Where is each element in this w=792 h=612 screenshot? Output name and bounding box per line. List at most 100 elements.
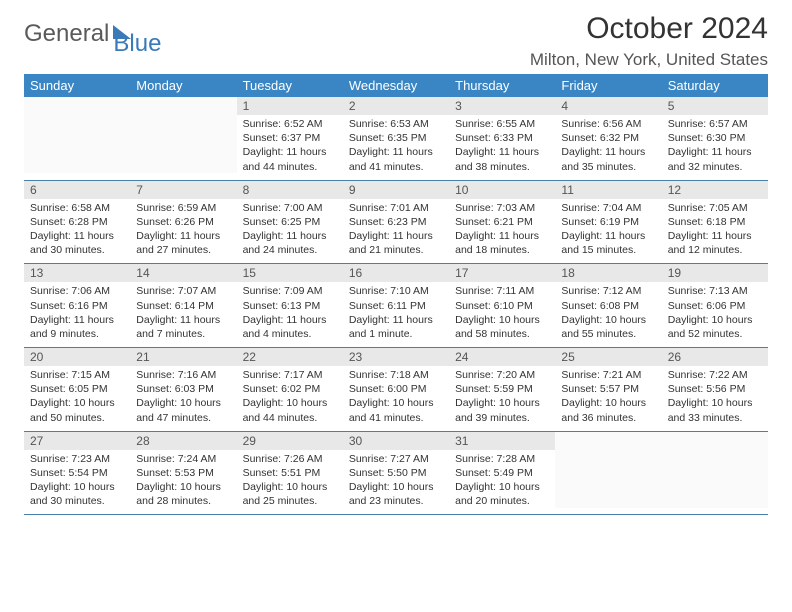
day-details: Sunrise: 7:26 AMSunset: 5:51 PMDaylight:… xyxy=(237,450,343,515)
calendar-day-cell: 16Sunrise: 7:10 AMSunset: 6:11 PMDayligh… xyxy=(343,264,449,348)
weekday-header: Monday xyxy=(130,74,236,97)
day-details: Sunrise: 7:07 AMSunset: 6:14 PMDaylight:… xyxy=(130,282,236,347)
daylight-text: Daylight: 11 hours and 7 minutes. xyxy=(136,313,230,341)
day-number: 23 xyxy=(343,348,449,366)
day-number: 5 xyxy=(662,97,768,115)
day-number: 9 xyxy=(343,181,449,199)
calendar-day-cell: 12Sunrise: 7:05 AMSunset: 6:18 PMDayligh… xyxy=(662,180,768,264)
daylight-text: Daylight: 11 hours and 1 minute. xyxy=(349,313,443,341)
weekday-header: Saturday xyxy=(662,74,768,97)
sunrise-text: Sunrise: 7:15 AM xyxy=(30,368,124,382)
calendar-day-cell: 21Sunrise: 7:16 AMSunset: 6:03 PMDayligh… xyxy=(130,348,236,432)
day-number: 12 xyxy=(662,181,768,199)
daylight-text: Daylight: 10 hours and 52 minutes. xyxy=(668,313,762,341)
sunrise-text: Sunrise: 7:21 AM xyxy=(561,368,655,382)
sunrise-text: Sunrise: 6:58 AM xyxy=(30,201,124,215)
calendar-day-cell: 20Sunrise: 7:15 AMSunset: 6:05 PMDayligh… xyxy=(24,348,130,432)
calendar-day-cell: 5Sunrise: 6:57 AMSunset: 6:30 PMDaylight… xyxy=(662,97,768,180)
calendar-week-row: 13Sunrise: 7:06 AMSunset: 6:16 PMDayligh… xyxy=(24,264,768,348)
sunrise-text: Sunrise: 7:18 AM xyxy=(349,368,443,382)
sunset-text: Sunset: 5:54 PM xyxy=(30,466,124,480)
sunrise-text: Sunrise: 7:22 AM xyxy=(668,368,762,382)
calendar-day-cell: 28Sunrise: 7:24 AMSunset: 5:53 PMDayligh… xyxy=(130,431,236,515)
daylight-text: Daylight: 11 hours and 32 minutes. xyxy=(668,145,762,173)
day-number: 17 xyxy=(449,264,555,282)
day-number: 28 xyxy=(130,432,236,450)
sunrise-text: Sunrise: 7:09 AM xyxy=(243,284,337,298)
sunset-text: Sunset: 5:53 PM xyxy=(136,466,230,480)
sunset-text: Sunset: 6:26 PM xyxy=(136,215,230,229)
sunrise-text: Sunrise: 6:59 AM xyxy=(136,201,230,215)
day-details: Sunrise: 7:06 AMSunset: 6:16 PMDaylight:… xyxy=(24,282,130,347)
day-number: 21 xyxy=(130,348,236,366)
sunrise-text: Sunrise: 7:10 AM xyxy=(349,284,443,298)
sunset-text: Sunset: 6:33 PM xyxy=(455,131,549,145)
sunrise-text: Sunrise: 6:56 AM xyxy=(561,117,655,131)
day-details: Sunrise: 7:05 AMSunset: 6:18 PMDaylight:… xyxy=(662,199,768,264)
day-details: Sunrise: 6:59 AMSunset: 6:26 PMDaylight:… xyxy=(130,199,236,264)
sunrise-text: Sunrise: 7:04 AM xyxy=(561,201,655,215)
calendar-day-cell: 4Sunrise: 6:56 AMSunset: 6:32 PMDaylight… xyxy=(555,97,661,180)
day-number xyxy=(24,97,130,115)
day-number: 31 xyxy=(449,432,555,450)
sunset-text: Sunset: 5:59 PM xyxy=(455,382,549,396)
sunset-text: Sunset: 6:02 PM xyxy=(243,382,337,396)
daylight-text: Daylight: 10 hours and 44 minutes. xyxy=(243,396,337,424)
day-details: Sunrise: 6:52 AMSunset: 6:37 PMDaylight:… xyxy=(237,115,343,180)
sunrise-text: Sunrise: 7:01 AM xyxy=(349,201,443,215)
calendar-day-cell xyxy=(662,431,768,515)
day-details: Sunrise: 7:12 AMSunset: 6:08 PMDaylight:… xyxy=(555,282,661,347)
sunset-text: Sunset: 6:37 PM xyxy=(243,131,337,145)
calendar-week-row: 27Sunrise: 7:23 AMSunset: 5:54 PMDayligh… xyxy=(24,431,768,515)
sunset-text: Sunset: 6:05 PM xyxy=(30,382,124,396)
calendar-page: General Blue October 2024 Milton, New Yo… xyxy=(0,0,792,527)
calendar-day-cell: 26Sunrise: 7:22 AMSunset: 5:56 PMDayligh… xyxy=(662,348,768,432)
daylight-text: Daylight: 10 hours and 41 minutes. xyxy=(349,396,443,424)
sunset-text: Sunset: 6:16 PM xyxy=(30,299,124,313)
day-details: Sunrise: 6:57 AMSunset: 6:30 PMDaylight:… xyxy=(662,115,768,180)
day-number: 7 xyxy=(130,181,236,199)
calendar-day-cell: 14Sunrise: 7:07 AMSunset: 6:14 PMDayligh… xyxy=(130,264,236,348)
day-number: 2 xyxy=(343,97,449,115)
calendar-day-cell: 31Sunrise: 7:28 AMSunset: 5:49 PMDayligh… xyxy=(449,431,555,515)
day-details: Sunrise: 7:09 AMSunset: 6:13 PMDaylight:… xyxy=(237,282,343,347)
sunset-text: Sunset: 6:35 PM xyxy=(349,131,443,145)
daylight-text: Daylight: 10 hours and 23 minutes. xyxy=(349,480,443,508)
day-details: Sunrise: 7:23 AMSunset: 5:54 PMDaylight:… xyxy=(24,450,130,515)
daylight-text: Daylight: 10 hours and 25 minutes. xyxy=(243,480,337,508)
calendar-day-cell: 2Sunrise: 6:53 AMSunset: 6:35 PMDaylight… xyxy=(343,97,449,180)
calendar-day-cell: 11Sunrise: 7:04 AMSunset: 6:19 PMDayligh… xyxy=(555,180,661,264)
page-header: General Blue October 2024 Milton, New Yo… xyxy=(24,12,768,70)
calendar-day-cell xyxy=(24,97,130,180)
day-details: Sunrise: 6:56 AMSunset: 6:32 PMDaylight:… xyxy=(555,115,661,180)
calendar-body: 1Sunrise: 6:52 AMSunset: 6:37 PMDaylight… xyxy=(24,97,768,515)
daylight-text: Daylight: 11 hours and 18 minutes. xyxy=(455,229,549,257)
sunrise-text: Sunrise: 7:05 AM xyxy=(668,201,762,215)
sunset-text: Sunset: 6:14 PM xyxy=(136,299,230,313)
calendar-day-cell: 9 Sunrise: 7:01 AMSunset: 6:23 PMDaylight… xyxy=(343,180,449,264)
calendar-day-cell: 19Sunrise: 7:13 AMSunset: 6:06 PMDayligh… xyxy=(662,264,768,348)
sunset-text: Sunset: 6:13 PM xyxy=(243,299,337,313)
sunset-text: Sunset: 6:23 PM xyxy=(349,215,443,229)
daylight-text: Daylight: 10 hours and 20 minutes. xyxy=(455,480,549,508)
day-details xyxy=(662,450,768,508)
sunrise-text: Sunrise: 7:06 AM xyxy=(30,284,124,298)
daylight-text: Daylight: 11 hours and 44 minutes. xyxy=(243,145,337,173)
daylight-text: Daylight: 11 hours and 27 minutes. xyxy=(136,229,230,257)
weekday-header-row: Sunday Monday Tuesday Wednesday Thursday… xyxy=(24,74,768,97)
daylight-text: Daylight: 10 hours and 58 minutes. xyxy=(455,313,549,341)
sunset-text: Sunset: 6:18 PM xyxy=(668,215,762,229)
daylight-text: Daylight: 11 hours and 9 minutes. xyxy=(30,313,124,341)
sunset-text: Sunset: 6:30 PM xyxy=(668,131,762,145)
daylight-text: Daylight: 11 hours and 21 minutes. xyxy=(349,229,443,257)
calendar-day-cell: 22Sunrise: 7:17 AMSunset: 6:02 PMDayligh… xyxy=(237,348,343,432)
sunset-text: Sunset: 6:32 PM xyxy=(561,131,655,145)
location-label: Milton, New York, United States xyxy=(530,50,768,70)
calendar-table: Sunday Monday Tuesday Wednesday Thursday… xyxy=(24,74,768,515)
day-number: 30 xyxy=(343,432,449,450)
day-details: Sunrise: 7:04 AMSunset: 6:19 PMDaylight:… xyxy=(555,199,661,264)
day-details: Sunrise: 6:53 AMSunset: 6:35 PMDaylight:… xyxy=(343,115,449,180)
day-number: 8 xyxy=(237,181,343,199)
day-number: 16 xyxy=(343,264,449,282)
calendar-day-cell: 13Sunrise: 7:06 AMSunset: 6:16 PMDayligh… xyxy=(24,264,130,348)
